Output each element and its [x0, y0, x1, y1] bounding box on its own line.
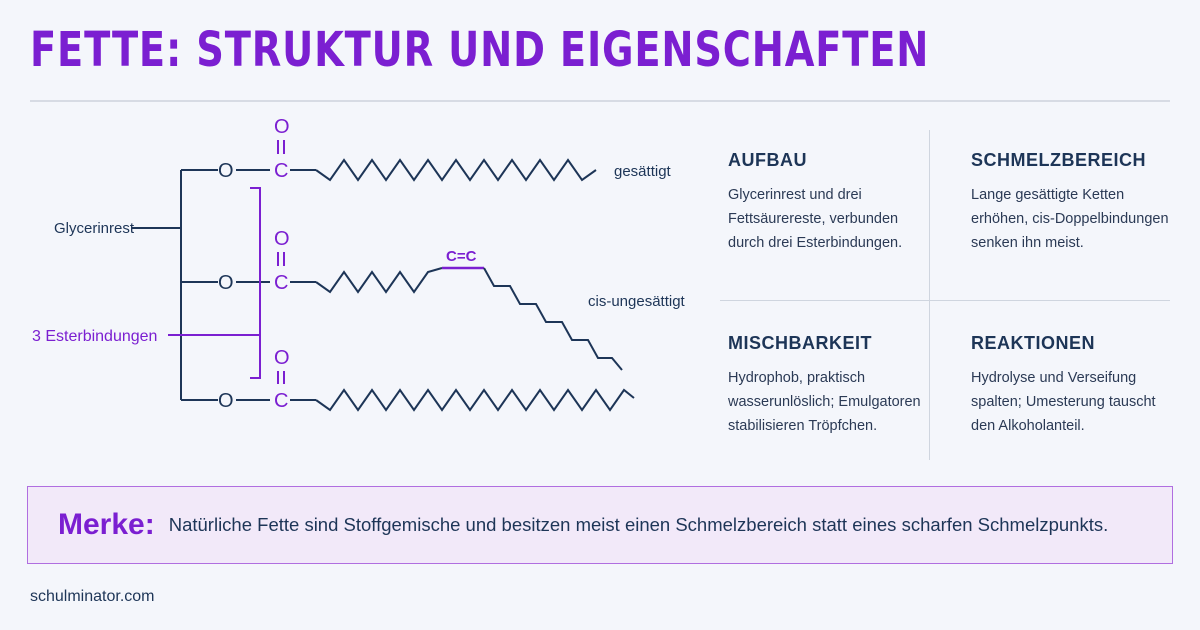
ester-bracket	[250, 187, 261, 379]
chain-label-unsaturated: cis-ungesättigt	[588, 293, 686, 310]
grid-divider-horizontal	[720, 300, 1170, 301]
property-text: Lange gesättigte Ketten erhöhen, cis-Dop…	[971, 187, 1169, 251]
unsaturated-chain-part-1	[315, 267, 443, 294]
property-heading: MISCHBARKEIT	[728, 333, 872, 353]
saturated-chain	[315, 158, 597, 182]
property-heading: REAKTIONEN	[971, 333, 1096, 353]
ester-label: 3 Esterbindungen	[32, 328, 157, 345]
footer-site-name: schulminator.com	[30, 588, 155, 605]
note-text: Natürliche Fette sind Stoffgemische und …	[168, 514, 1109, 535]
carbonyl-oxygen-2: O	[274, 228, 290, 250]
saturated-chain-3	[315, 388, 635, 412]
oxygen-atom-1: O	[218, 160, 234, 182]
triglyceride-diagram: Glycerinrest O O C gesättigt O O C C=C c…	[32, 116, 686, 412]
carbonyl-carbon-2: C	[274, 272, 288, 294]
property-text: Hydrophob, praktisch wasserunlöslich; Em…	[728, 370, 921, 434]
chain-label-saturated: gesättigt	[614, 163, 672, 180]
property-text: Hydrolyse und Verseifung spalten; Umeste…	[971, 370, 1156, 434]
note-label: Merke:	[58, 508, 155, 541]
grid-divider-vertical	[929, 130, 930, 460]
note-box: Merke: Natürliche Fette sind Stoffgemisc…	[27, 486, 1173, 564]
unsaturated-chain-part-2	[483, 267, 623, 371]
carbonyl-oxygen-3: O	[274, 347, 290, 369]
property-text: Glycerinrest und drei Fettsäurereste, ve…	[728, 187, 903, 251]
carbonyl-carbon-3: C	[274, 390, 288, 412]
property-heading: AUFBAU	[728, 150, 807, 170]
carbonyl-carbon-1: C	[274, 160, 288, 182]
double-bond-label: C=C	[446, 248, 477, 265]
property-card-mischbarkeit: MISCHBARKEIT Hydrophob, praktisch wasser…	[728, 333, 928, 438]
property-card-aufbau: AUFBAU Glycerinrest und drei Fettsäurere…	[728, 150, 928, 255]
oxygen-atom-2: O	[218, 272, 234, 294]
property-card-schmelzbereich: SCHMELZBEREICH Lange gesättigte Ketten e…	[971, 150, 1171, 255]
page-title: FETTE: STRUKTUR UND EIGENSCHAFTEN	[30, 22, 930, 78]
glycerol-label: Glycerinrest	[54, 220, 135, 237]
title-divider	[30, 100, 1170, 102]
property-heading: SCHMELZBEREICH	[971, 150, 1147, 170]
property-card-reaktionen: REAKTIONEN Hydrolyse und Verseifung spal…	[971, 333, 1171, 438]
carbonyl-oxygen-1: O	[274, 116, 290, 138]
oxygen-atom-3: O	[218, 390, 234, 412]
